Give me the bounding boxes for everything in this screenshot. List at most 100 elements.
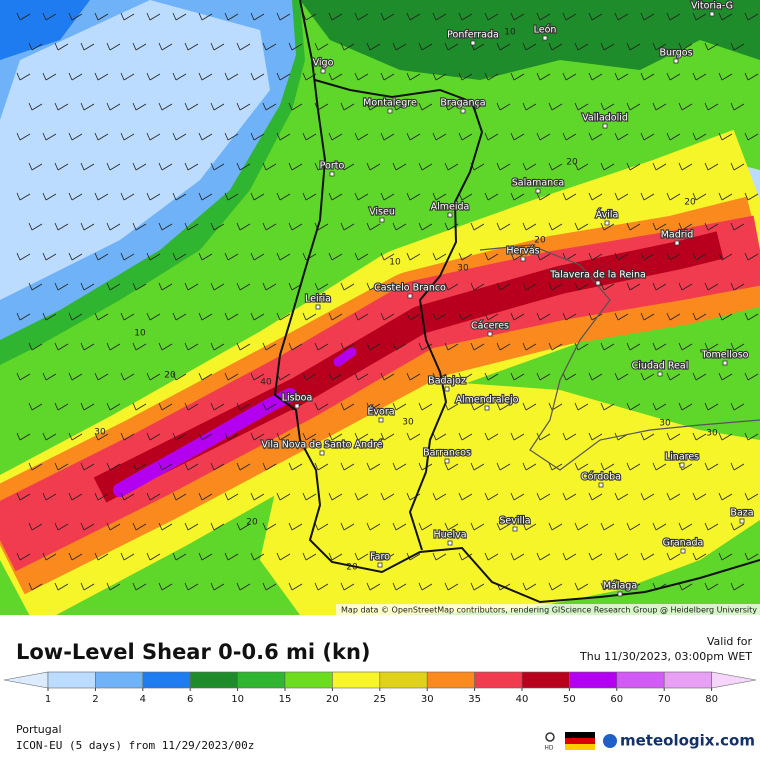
wind-barb bbox=[418, 222, 433, 231]
wind-barb bbox=[666, 252, 681, 261]
wind-barb bbox=[444, 522, 459, 531]
wind-barb bbox=[652, 342, 667, 351]
wind-barb bbox=[678, 162, 693, 171]
wind-barb bbox=[54, 342, 69, 351]
city-label: Valladolid bbox=[582, 113, 628, 124]
wind-barb bbox=[614, 72, 629, 81]
wind-barb bbox=[536, 72, 551, 81]
wind-barb bbox=[172, 192, 187, 201]
wind-barb bbox=[80, 102, 95, 111]
city-label: Montalegre bbox=[363, 98, 417, 109]
wind-barb bbox=[28, 222, 43, 231]
field-area bbox=[0, 0, 270, 300]
wind-barbs bbox=[16, 12, 759, 591]
footer-title: Low-Level Shear 0-0.6 mi (kn) bbox=[16, 640, 371, 664]
wind-barb bbox=[718, 552, 733, 561]
region-name: Portugal bbox=[16, 723, 62, 736]
city-label: Baza bbox=[730, 508, 753, 519]
wind-barb bbox=[132, 462, 147, 471]
wind-barb bbox=[626, 222, 641, 231]
wind-barb bbox=[626, 522, 641, 531]
wind-barb bbox=[28, 522, 43, 531]
wind-barb bbox=[276, 312, 291, 321]
wind-barb bbox=[184, 222, 199, 231]
city-marker bbox=[595, 280, 601, 286]
wind-barb bbox=[730, 282, 745, 291]
legend-swatch bbox=[474, 671, 523, 689]
wind-barb bbox=[704, 162, 719, 171]
wind-barb bbox=[42, 312, 57, 321]
wind-barb bbox=[470, 522, 485, 531]
wind-barb bbox=[184, 522, 199, 531]
wind-barb bbox=[16, 552, 31, 561]
wind-barb bbox=[548, 222, 563, 231]
wind-barb bbox=[198, 552, 213, 561]
wind-barb bbox=[250, 552, 265, 561]
wind-barb bbox=[262, 282, 277, 291]
field-band bbox=[113, 388, 297, 497]
wind-barb bbox=[614, 492, 629, 501]
wind-barb bbox=[28, 582, 43, 591]
wind-barb bbox=[146, 12, 161, 21]
wind-barb bbox=[340, 102, 355, 111]
city-label: Madrid bbox=[661, 230, 694, 241]
wind-barb bbox=[158, 102, 173, 111]
wind-barb bbox=[380, 72, 395, 81]
wind-barb bbox=[548, 42, 563, 51]
wind-barb bbox=[470, 222, 485, 231]
city-label: Córdoba bbox=[581, 472, 621, 483]
wind-barb bbox=[380, 312, 395, 321]
model-run: ICON-EU (5 days) from 11/29/2023/00z bbox=[16, 739, 254, 752]
contour-label: 10 bbox=[134, 329, 146, 339]
wind-barb bbox=[80, 402, 95, 411]
wind-barb bbox=[626, 462, 641, 471]
wind-barb bbox=[94, 192, 109, 201]
wind-barb bbox=[328, 432, 343, 441]
hd-label[interactable]: HD bbox=[544, 745, 554, 752]
wind-barb bbox=[120, 552, 135, 561]
wind-barb bbox=[158, 342, 173, 351]
wind-barb bbox=[678, 342, 693, 351]
brand-logo bbox=[603, 734, 617, 748]
wind-barb bbox=[158, 462, 173, 471]
wind-barb bbox=[406, 72, 421, 81]
wind-barb bbox=[28, 162, 43, 171]
city-label: León bbox=[534, 25, 557, 36]
wind-barb bbox=[328, 192, 343, 201]
wind-barb bbox=[536, 492, 551, 501]
wind-barb bbox=[262, 462, 277, 471]
wind-barb bbox=[444, 582, 459, 591]
city-marker bbox=[319, 450, 325, 456]
wind-barb bbox=[184, 582, 199, 591]
wind-barb bbox=[132, 42, 147, 51]
city-label: Hervás bbox=[506, 246, 539, 257]
city-label: Bragança bbox=[440, 98, 485, 109]
wind-barb bbox=[276, 252, 291, 261]
wind-barb bbox=[640, 432, 655, 441]
wind-barb bbox=[68, 372, 83, 381]
city-marker bbox=[470, 40, 476, 46]
legend-swatch bbox=[663, 671, 712, 689]
zoom-icon[interactable] bbox=[545, 732, 555, 742]
city-marker bbox=[484, 405, 490, 411]
wind-barb bbox=[198, 372, 213, 381]
wind-barb bbox=[562, 492, 577, 501]
legend-swatch bbox=[95, 671, 144, 689]
wind-barb bbox=[28, 42, 43, 51]
wind-barb bbox=[640, 12, 655, 21]
wind-barb bbox=[392, 462, 407, 471]
wind-barb bbox=[302, 312, 317, 321]
wind-barb bbox=[366, 522, 381, 531]
city-marker bbox=[709, 11, 715, 17]
wind-barb bbox=[42, 552, 57, 561]
wind-barb bbox=[704, 342, 719, 351]
wind-barb bbox=[470, 462, 485, 471]
wind-barb bbox=[184, 282, 199, 291]
wind-barb bbox=[106, 582, 121, 591]
wind-barb bbox=[262, 42, 277, 51]
wind-barb bbox=[666, 432, 681, 441]
city-label: Viseu bbox=[369, 207, 395, 218]
brand[interactable]: meteologix.com bbox=[620, 732, 755, 750]
wind-barb bbox=[250, 372, 265, 381]
legend-tick-label: 35 bbox=[468, 694, 481, 705]
